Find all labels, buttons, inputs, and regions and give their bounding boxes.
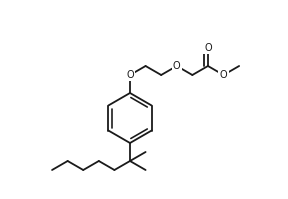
Text: O: O <box>126 70 134 80</box>
Text: O: O <box>220 70 227 80</box>
Text: O: O <box>204 43 212 53</box>
Text: O: O <box>173 61 181 71</box>
